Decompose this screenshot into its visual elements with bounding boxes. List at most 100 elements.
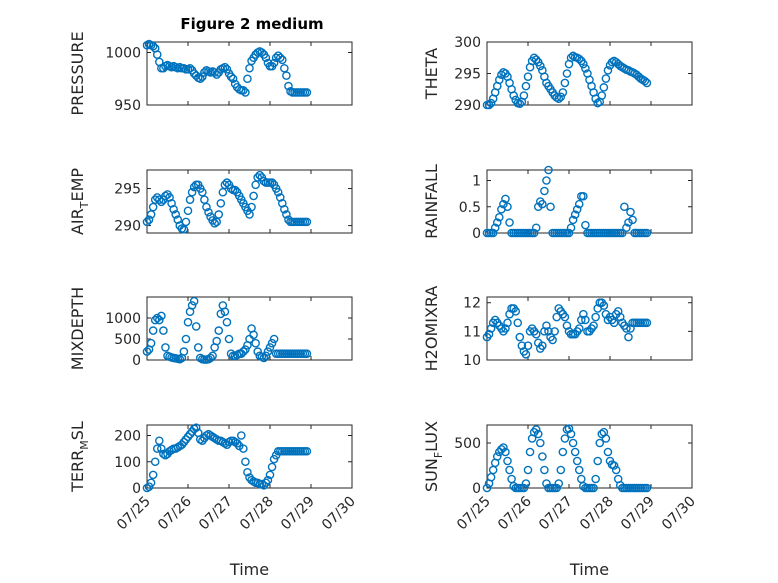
data-point: [208, 351, 217, 361]
data-point: [277, 55, 287, 65]
data-point: [150, 315, 160, 325]
data-point: [224, 334, 234, 344]
data-point: [181, 217, 191, 227]
data-point: [642, 483, 652, 493]
data-point: [536, 438, 545, 448]
data-point: [148, 41, 158, 51]
data-point: [505, 218, 514, 227]
data-point: [222, 317, 232, 327]
data-point: [609, 318, 619, 328]
data-point: [157, 311, 166, 321]
data-point: [198, 187, 207, 197]
data-point: [556, 92, 566, 102]
data-point: [611, 465, 621, 475]
data-point: [622, 223, 631, 233]
y-axis-label-subscript: M: [78, 440, 91, 450]
data-point: [222, 65, 232, 74]
y-tick-label: 1000: [105, 311, 141, 327]
data-point: [515, 99, 525, 109]
data-point: [253, 347, 263, 356]
data-point: [198, 72, 207, 81]
data-point: [581, 220, 590, 230]
y-tick-label: 10: [463, 353, 481, 369]
data-point: [640, 76, 650, 86]
data-point: [249, 191, 258, 201]
data-point: [554, 479, 564, 488]
data-point: [642, 318, 652, 328]
y-tick-label: 200: [114, 429, 141, 445]
data-point: [574, 54, 584, 64]
data-point: [550, 327, 559, 336]
data-point: [220, 62, 230, 72]
y-tick-label: 11: [463, 324, 481, 340]
data-point: [282, 71, 291, 80]
data-point: [603, 66, 613, 75]
y-axis-label-subscript: F: [432, 452, 445, 458]
data-point: [540, 327, 549, 336]
data-point: [531, 329, 541, 339]
data-point: [589, 483, 598, 493]
data-point: [181, 334, 191, 344]
axes-h2omixra: 10 11 12 H2OMIXRA: [422, 286, 693, 372]
y-axis-label-main: THETA: [422, 48, 441, 100]
axes-mixdepth: 0 500 1000 MIXDEPTH: [68, 287, 353, 370]
y-axis-label: SUNFLUX: [422, 421, 445, 492]
data-point: [613, 307, 623, 316]
data-point: [525, 447, 535, 457]
data-point: [566, 53, 576, 63]
data-point: [589, 321, 598, 330]
data-point: [577, 315, 586, 325]
data-point: [210, 219, 219, 228]
data-point: [212, 336, 221, 346]
y-tick-label: 500: [114, 332, 141, 348]
data-point: [540, 186, 549, 196]
y-axis-label-main: PRESSURE: [68, 31, 87, 115]
data-point: [521, 479, 531, 488]
data-point: [570, 210, 580, 219]
data-point: [579, 309, 588, 319]
data-point: [572, 205, 582, 214]
data-point: [599, 301, 609, 310]
data-point: [251, 338, 260, 348]
y-tick-label: 100: [114, 455, 141, 471]
data-point: [216, 309, 226, 319]
data-point: [259, 176, 269, 186]
data-point: [562, 321, 572, 330]
data-point: [265, 470, 275, 480]
data-point: [542, 321, 551, 330]
data-point: [302, 217, 312, 227]
data-point: [241, 88, 250, 97]
axes-border: [486, 169, 693, 234]
data-point: [628, 215, 637, 225]
data-point: [261, 351, 271, 361]
y-tick-label: 0: [472, 481, 481, 497]
data-point: [187, 187, 197, 197]
data-point: [159, 326, 168, 335]
data-point: [503, 456, 512, 466]
data-point: [206, 353, 215, 363]
data-point: [615, 312, 625, 322]
x-axis-label: Time: [569, 560, 609, 579]
data-point: [263, 475, 273, 485]
y-axis-label: THETA: [422, 48, 441, 100]
y-axis-label-main: H2OMIXRA: [422, 286, 441, 372]
data-point: [503, 318, 512, 328]
data-point: [251, 180, 260, 190]
data-point: [257, 48, 267, 57]
data-point: [513, 318, 523, 328]
data-point: [144, 215, 154, 224]
data-point: [195, 74, 205, 84]
data-point: [544, 327, 553, 336]
data-point: [597, 91, 607, 100]
data-point: [521, 349, 531, 359]
axes-border: [486, 424, 693, 489]
data-point: [185, 195, 195, 204]
axes-border: [146, 41, 353, 106]
data-point: [511, 307, 521, 316]
data-point: [171, 210, 180, 219]
data-point: [560, 434, 570, 443]
data-point: [591, 312, 600, 322]
data-point: [552, 483, 562, 493]
data-point: [191, 322, 201, 331]
data-point: [214, 326, 224, 335]
